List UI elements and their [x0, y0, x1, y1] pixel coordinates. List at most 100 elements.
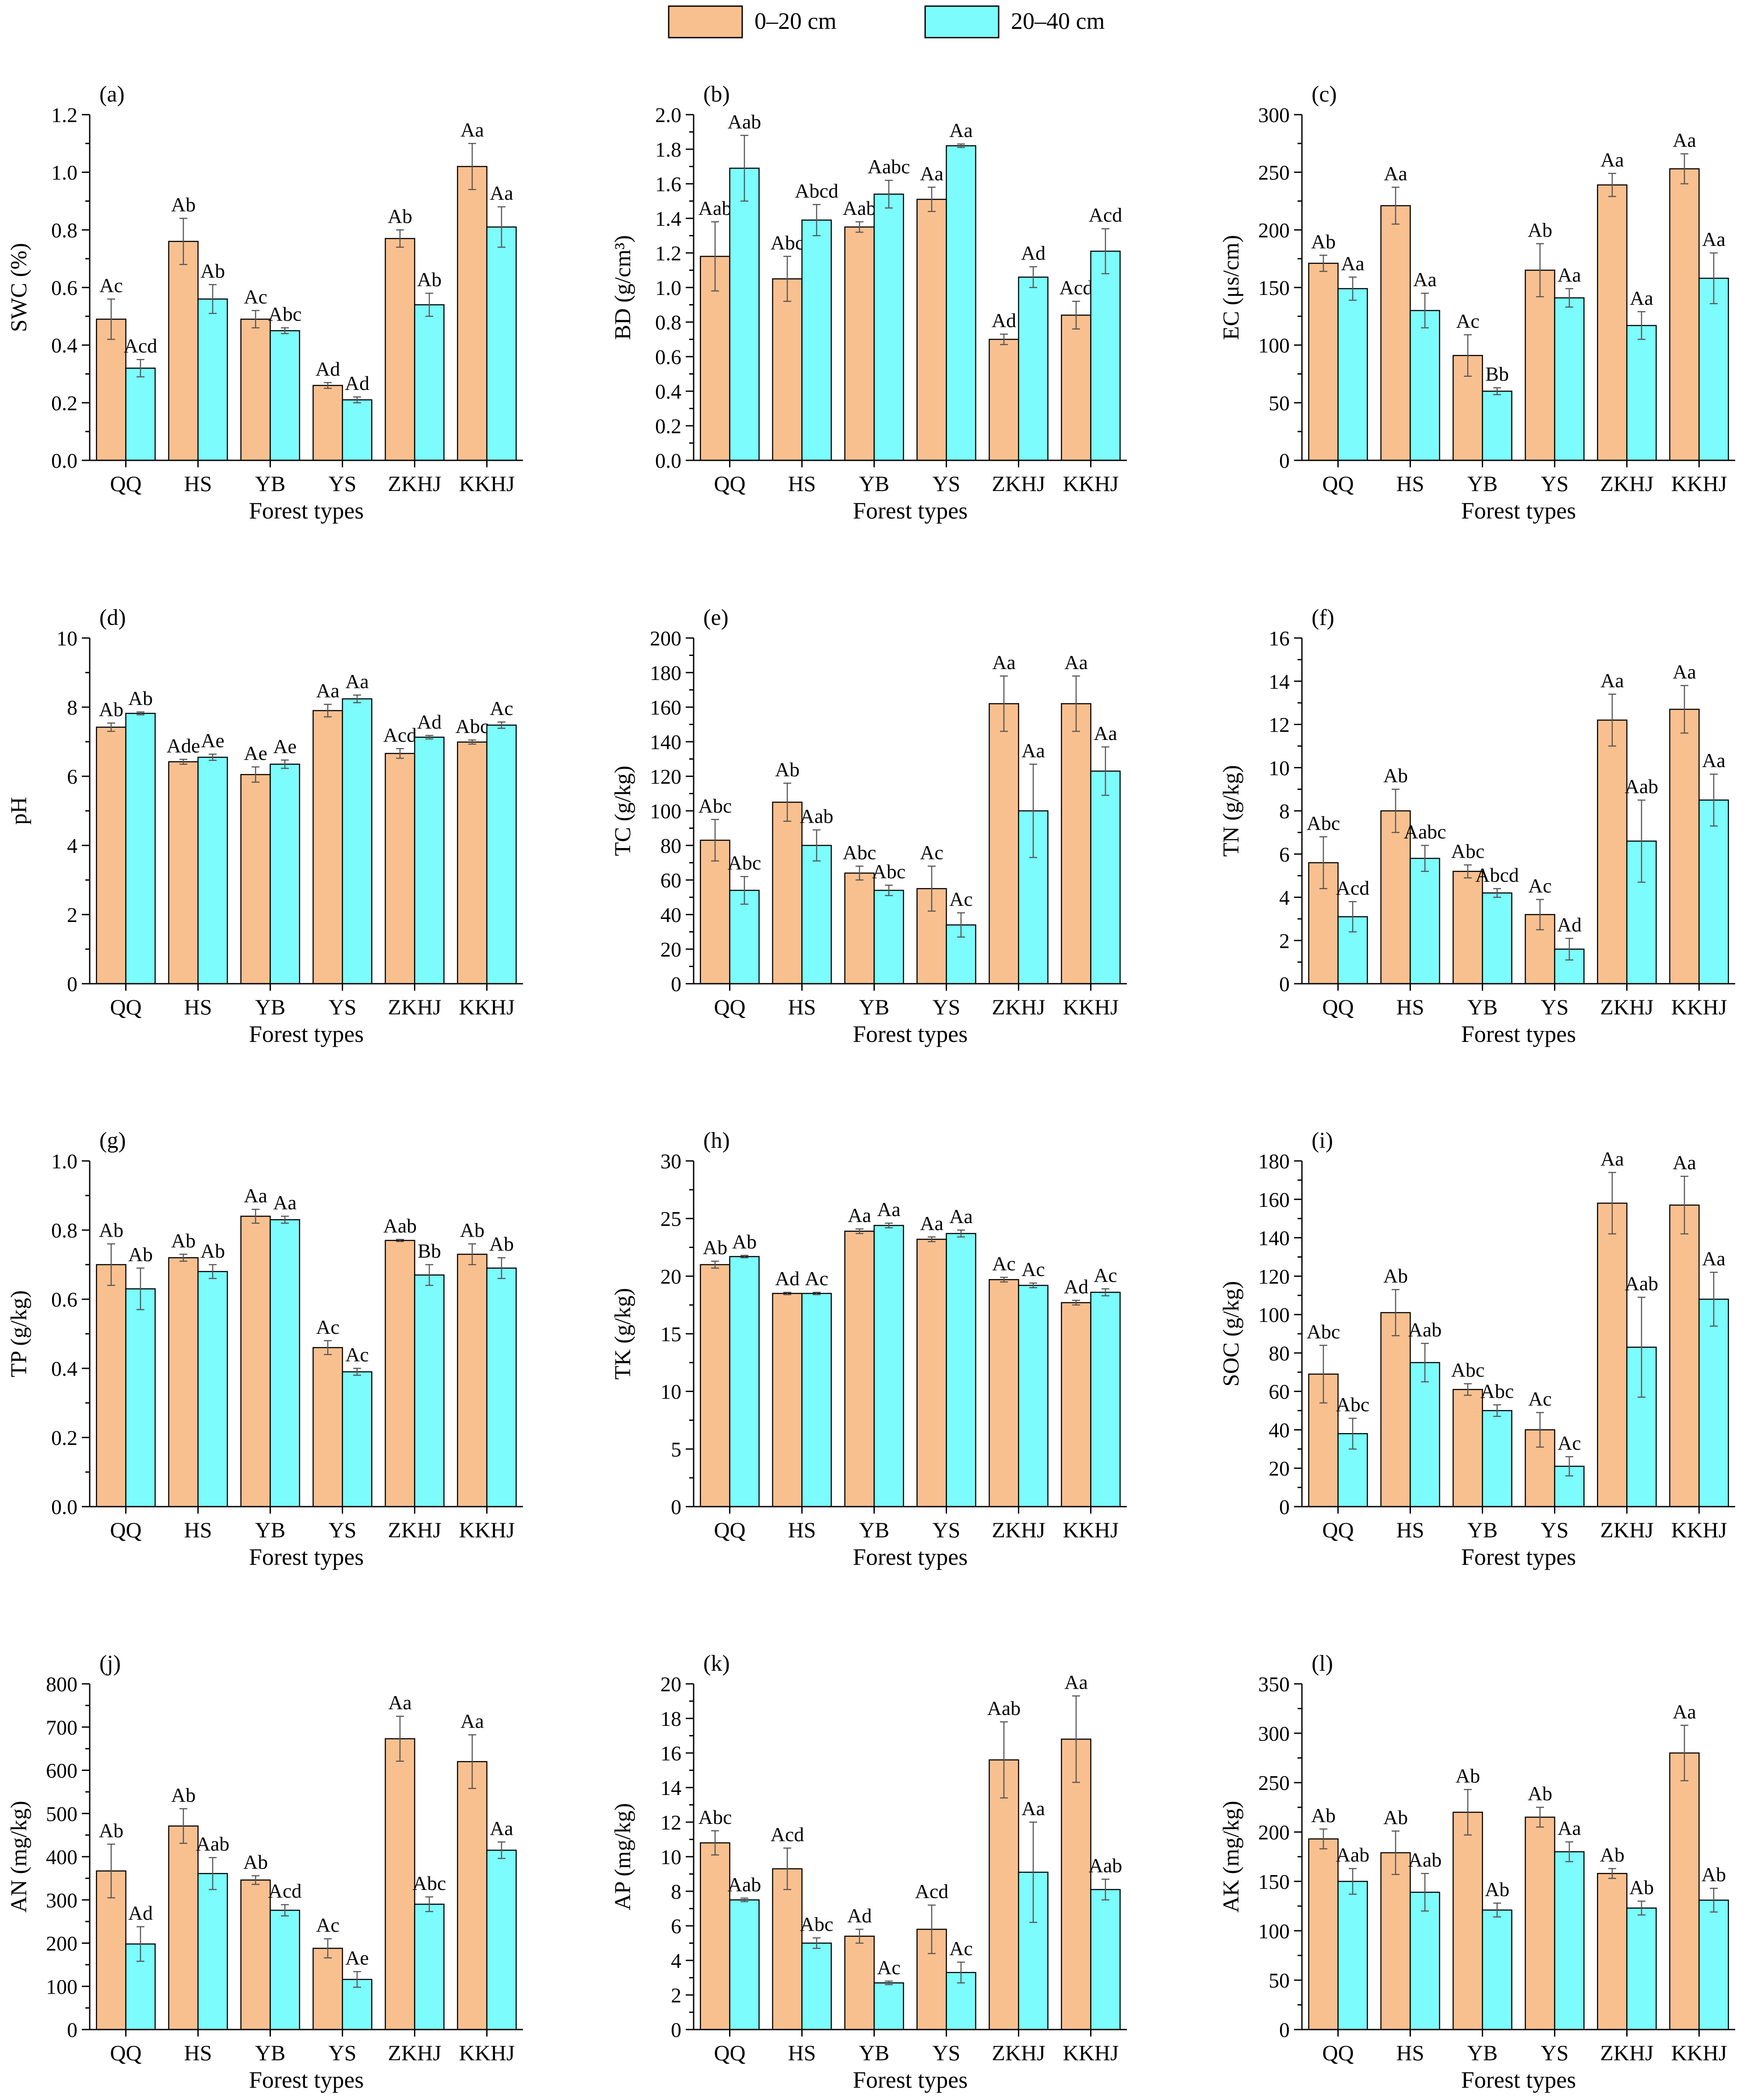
- significance-letter: Aa: [388, 1691, 412, 1714]
- y-axis-label: AN (mg/kg): [7, 1801, 32, 1913]
- significance-letter: Ab: [1311, 230, 1336, 252]
- x-tick-label: YB: [255, 995, 285, 1019]
- x-tick-label: ZKHJ: [388, 995, 441, 1019]
- y-tick-label: 120: [1258, 1265, 1290, 1288]
- significance-letter: Abc: [698, 1806, 732, 1828]
- y-tick-label: 180: [1258, 1150, 1290, 1173]
- significance-letter: Ad: [1021, 242, 1045, 264]
- x-tick-label: HS: [1396, 1518, 1424, 1542]
- bar-YB-0-20: [1452, 871, 1483, 985]
- panel-label: (h): [703, 1128, 730, 1153]
- x-tick-label: YB: [859, 471, 889, 496]
- significance-letter: Aa: [490, 182, 513, 204]
- significance-letter: Ab: [99, 698, 123, 720]
- significance-letter: Aab: [843, 197, 877, 219]
- bar-ZKHJ-0-20: [989, 703, 1019, 985]
- bar-YB-0-20: [240, 1216, 271, 1508]
- bar-YB-0-20: [1452, 1389, 1483, 1508]
- x-tick-label: HS: [1396, 2040, 1424, 2065]
- significance-letter: Aa: [1630, 287, 1653, 309]
- significance-letter: Ac: [992, 1252, 1016, 1275]
- bar-HS-20-40: [197, 757, 228, 985]
- bar-HS-0-20: [772, 278, 803, 461]
- significance-letter: Aab: [1625, 1273, 1659, 1295]
- bar-YB-20-40: [873, 1225, 904, 1508]
- significance-letter: Aa: [490, 1817, 513, 1839]
- legend-label-20-40: 20–40 cm: [1011, 8, 1105, 34]
- significance-letter: Ac: [805, 1267, 828, 1290]
- panel-g: (g)0.00.20.40.60.81.0TP (g/kg)Ab AbAaAcAa…: [7, 1128, 523, 1570]
- significance-letter: Aa: [949, 119, 973, 141]
- significance-letter: Aa: [920, 162, 944, 185]
- y-tick-label: 18: [660, 1707, 681, 1731]
- x-axis-label: Forest types: [1461, 1544, 1576, 1570]
- bar-YS-0-20: [916, 1238, 947, 1508]
- x-tick-label: YB: [1467, 471, 1498, 496]
- bar-HS-0-20: [1380, 205, 1411, 461]
- significance-letter: Ab: [1701, 1863, 1726, 1886]
- significance-letter: Aab: [698, 197, 732, 219]
- bar-KKHJ-0-20: [1061, 1739, 1091, 2030]
- y-tick-label: 180: [650, 662, 681, 685]
- panel-f: (f) 0 2 4 6 8 10 12 14 16 TN (g/kg) Abc Ab Abc Ac Aa Aa A…: [1219, 605, 1735, 1047]
- x-tick-label: YB: [255, 2040, 285, 2065]
- panel-label: (g): [99, 1128, 126, 1153]
- y-tick-label: 80: [1269, 1342, 1290, 1365]
- y-tick-label: 0: [1279, 1496, 1290, 1519]
- bar-YB-0-20: [240, 1879, 271, 2030]
- significance-letter: Aa: [1064, 1671, 1088, 1693]
- significance-letter: Aa: [949, 1205, 973, 1227]
- bar-YB-20-40: [873, 1982, 904, 2030]
- significance-letter: Aa: [460, 119, 484, 141]
- y-tick-label: 50: [1269, 392, 1290, 415]
- bar-ZKHJ-0-20: [1597, 1203, 1628, 1508]
- bar-HS-20-40: [1410, 858, 1440, 985]
- x-tick-label: HS: [1396, 471, 1424, 496]
- bar-HS-0-20: [772, 1293, 803, 1508]
- y-tick-label: 0.0: [51, 449, 77, 473]
- bar-HS-20-40: [801, 219, 832, 461]
- bar-ZKHJ-0-20: [989, 339, 1019, 461]
- significance-letter: Aa: [920, 1212, 944, 1234]
- bar-HS-20-40: [801, 1293, 832, 1508]
- y-axis-label: EC (μs/cm): [1219, 235, 1244, 340]
- x-tick-label: KKHJ: [1063, 995, 1119, 1019]
- significance-letter: Abc: [1451, 840, 1485, 862]
- bar-ZKHJ-0-20: [1597, 184, 1628, 461]
- y-axis-label: AP (mg/kg): [610, 1803, 635, 1910]
- bar-ZKHJ-20-40: [1018, 1285, 1049, 1508]
- x-tick-label: QQ: [110, 471, 141, 496]
- significance-letter: Aa: [1413, 268, 1437, 291]
- bar-ZKHJ-0-20: [989, 1759, 1019, 2030]
- bar-HS-20-40: [197, 1271, 228, 1508]
- y-tick-label: 20: [660, 1265, 681, 1288]
- x-tick-label: ZKHJ: [992, 471, 1045, 496]
- x-tick-label: HS: [788, 1518, 816, 1542]
- significance-letter: Ab: [1600, 1844, 1624, 1866]
- panel-label: (i): [1312, 1128, 1333, 1153]
- bar-YB-20-40: [1482, 390, 1512, 461]
- x-tick-label: HS: [184, 1518, 212, 1542]
- x-tick-label: QQ: [110, 1518, 141, 1542]
- bar-YB-20-40: [1482, 1909, 1512, 2030]
- y-tick-label: 0: [67, 2019, 77, 2042]
- x-tick-label: HS: [184, 471, 212, 496]
- y-axis-label: TC (g/kg): [610, 766, 635, 856]
- y-tick-label: 80: [660, 834, 681, 858]
- significance-letter: Aa: [1558, 1817, 1581, 1839]
- x-tick-label: KKHJ: [1063, 1518, 1119, 1542]
- significance-letter: Aab: [728, 1873, 761, 1896]
- y-tick-label: 140: [650, 731, 681, 754]
- bar-YB-0-20: [240, 319, 271, 461]
- bar-QQ-0-20: [700, 1264, 730, 1508]
- significance-letter: Ac: [1456, 310, 1480, 332]
- panel-label: (b): [703, 82, 730, 107]
- y-tick-label: 2: [671, 1984, 681, 2007]
- x-tick-label: ZKHJ: [388, 471, 441, 496]
- y-tick-label: 0.8: [51, 1219, 77, 1242]
- bar-KKHJ-20-40: [1090, 770, 1121, 985]
- x-tick-label: KKHJ: [459, 1518, 515, 1542]
- x-axis-label: Forest types: [249, 1544, 364, 1570]
- significance-letter: Ab: [460, 1219, 484, 1241]
- bar-QQ-20-40: [125, 712, 156, 985]
